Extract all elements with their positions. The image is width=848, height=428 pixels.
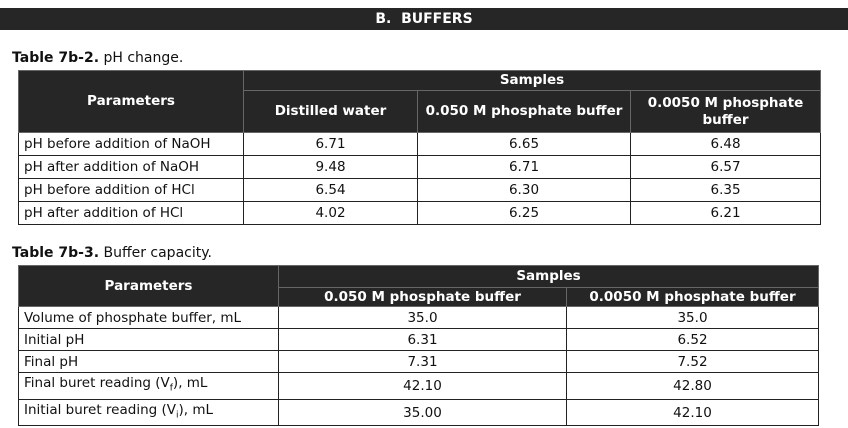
label-text: Initial pH bbox=[24, 331, 85, 348]
caption-label: Table 7b-3. bbox=[12, 245, 100, 261]
label-text: pH after addition of HCl bbox=[24, 205, 184, 221]
table-caption: Table 7b-3. Buffer capacity. bbox=[12, 245, 212, 261]
column-header: Parameters bbox=[18, 70, 244, 133]
label-text: Final buret reading (V bbox=[24, 375, 170, 391]
label-text: Initial buret reading (V bbox=[24, 401, 176, 418]
cell-value: 6.21 bbox=[629, 201, 822, 225]
cell-value: 6.57 bbox=[629, 155, 822, 179]
column-header: 0.050 M phosphate buffer bbox=[417, 90, 631, 133]
row-label: Initial buret reading (Vi), mL bbox=[18, 398, 279, 427]
caption-text: pH change. bbox=[99, 50, 184, 66]
subscript: i bbox=[176, 410, 179, 421]
table-row: pH before addition of HCl 6.54 6.30 6.35 bbox=[18, 178, 822, 202]
row-label: pH before addition of HCl bbox=[18, 178, 244, 202]
column-header: Parameters bbox=[18, 265, 279, 307]
label-text: Final pH bbox=[24, 353, 79, 370]
cell-value: 35.0 bbox=[278, 306, 567, 329]
cell-value: 6.25 bbox=[417, 201, 631, 225]
column-header: 0.0050 M phosphate buffer bbox=[629, 90, 822, 133]
header-row: Parameters Samples bbox=[18, 70, 822, 133]
caption-text: Buffer capacity. bbox=[99, 245, 212, 261]
row-label: pH before addition of NaOH bbox=[18, 132, 244, 156]
column-header: Distilled water bbox=[243, 90, 418, 133]
cell-value: 35.00 bbox=[278, 398, 567, 427]
row-label: pH after addition of HCl bbox=[18, 201, 244, 225]
cell-value: 6.71 bbox=[417, 155, 631, 179]
subscript: f bbox=[169, 383, 173, 394]
caption-label: Table 7b-2. bbox=[12, 50, 100, 66]
table-row: Initial pH 6.31 6.52 bbox=[18, 328, 820, 351]
section-header: B. BUFFERS bbox=[0, 8, 848, 30]
table-row: pH after addition of HCl 4.02 6.25 6.21 bbox=[18, 201, 822, 225]
group-header: Samples bbox=[242, 70, 822, 91]
row-label: Final buret reading (Vf), mL bbox=[18, 372, 279, 400]
cell-value: 6.31 bbox=[278, 328, 567, 351]
table-row: Volume of phosphate buffer, mL 35.0 35.0 bbox=[18, 306, 820, 329]
label-text: pH after addition of NaOH bbox=[24, 159, 200, 175]
cell-value: 6.35 bbox=[629, 178, 822, 202]
table-row: Final buret reading (Vf), mL 42.10 42.80 bbox=[18, 372, 820, 400]
table-row: Final pH 7.31 7.52 bbox=[18, 350, 820, 373]
cell-value: 6.65 bbox=[417, 132, 631, 156]
cell-value: 9.48 bbox=[243, 155, 418, 179]
cell-value: 6.30 bbox=[417, 178, 631, 202]
table-row: Initial buret reading (Vi), mL 35.00 42.10 bbox=[18, 398, 820, 427]
header-row: Distilled water 0.050 M phosphate buffer 0… bbox=[19, 90, 822, 133]
cell-value: 6.54 bbox=[243, 178, 418, 202]
header-row: Parameters Samples bbox=[18, 265, 820, 307]
row-label: Initial pH bbox=[18, 328, 279, 351]
cell-value: 42.10 bbox=[565, 398, 820, 427]
cell-value: 42.80 bbox=[565, 372, 820, 400]
cell-value: 42.10 bbox=[278, 372, 567, 400]
table-caption: Table 7b-2. pH change. bbox=[12, 50, 183, 66]
cell-value: 7.52 bbox=[565, 350, 820, 373]
table-row: pH before addition of NaOH 6.71 6.65 6.48 bbox=[18, 132, 822, 156]
column-header: 0.0050 M phosphate buffer bbox=[565, 287, 820, 307]
cell-value: 4.02 bbox=[243, 201, 418, 225]
column-header: 0.050 M phosphate buffer bbox=[278, 287, 567, 307]
cell-value: 35.0 bbox=[565, 306, 820, 329]
cell-value: 6.48 bbox=[629, 132, 822, 156]
cell-value: 6.52 bbox=[565, 328, 820, 351]
table-row: pH after addition of NaOH 9.48 6.71 6.57 bbox=[18, 155, 822, 179]
cell-value: 6.71 bbox=[243, 132, 418, 156]
label-text: pH before addition of HCl bbox=[24, 182, 195, 198]
row-label: pH after addition of NaOH bbox=[18, 155, 244, 179]
row-label: Final pH bbox=[18, 350, 279, 373]
label-text: ), mL bbox=[178, 401, 214, 418]
label-text: pH before addition of NaOH bbox=[24, 136, 211, 152]
cell-value: 7.31 bbox=[278, 350, 567, 373]
data-table: Parameters Samples 0.050 M phosphate buffe… bbox=[18, 265, 820, 427]
data-table: Parameters Samples Distilled water 0.050 M … bbox=[18, 70, 822, 225]
label-text: ), mL bbox=[172, 375, 208, 391]
row-label: Volume of phosphate buffer, mL bbox=[18, 306, 279, 329]
label-text: Volume of phosphate buffer, mL bbox=[24, 309, 242, 326]
group-header: Samples bbox=[277, 265, 820, 288]
